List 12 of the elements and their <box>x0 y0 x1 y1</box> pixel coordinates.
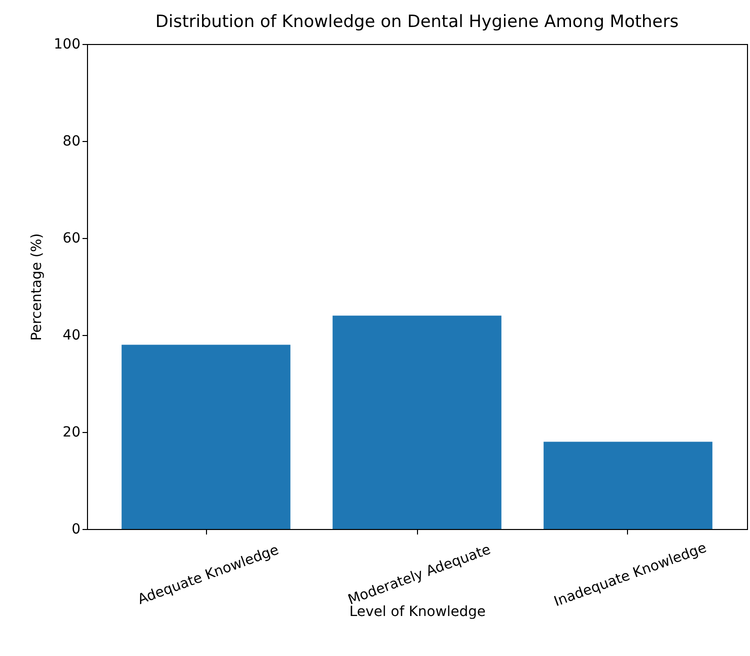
chart-title: Distribution of Knowledge on Dental Hygiene Among Mothers <box>155 12 679 32</box>
x-axis-title: Level of Knowledge <box>349 604 486 620</box>
y-axis-title: Percentage (%) <box>28 233 45 341</box>
y-tick-label: 0 <box>72 522 80 538</box>
bar <box>122 344 290 529</box>
bar <box>544 442 712 529</box>
bar <box>332 316 502 529</box>
y-tick-label: 80 <box>62 134 80 150</box>
y-tick-label: 20 <box>62 424 80 440</box>
y-tick-label: 60 <box>62 230 80 246</box>
y-tick-label: 40 <box>62 328 80 344</box>
y-tick-label: 100 <box>54 36 80 52</box>
